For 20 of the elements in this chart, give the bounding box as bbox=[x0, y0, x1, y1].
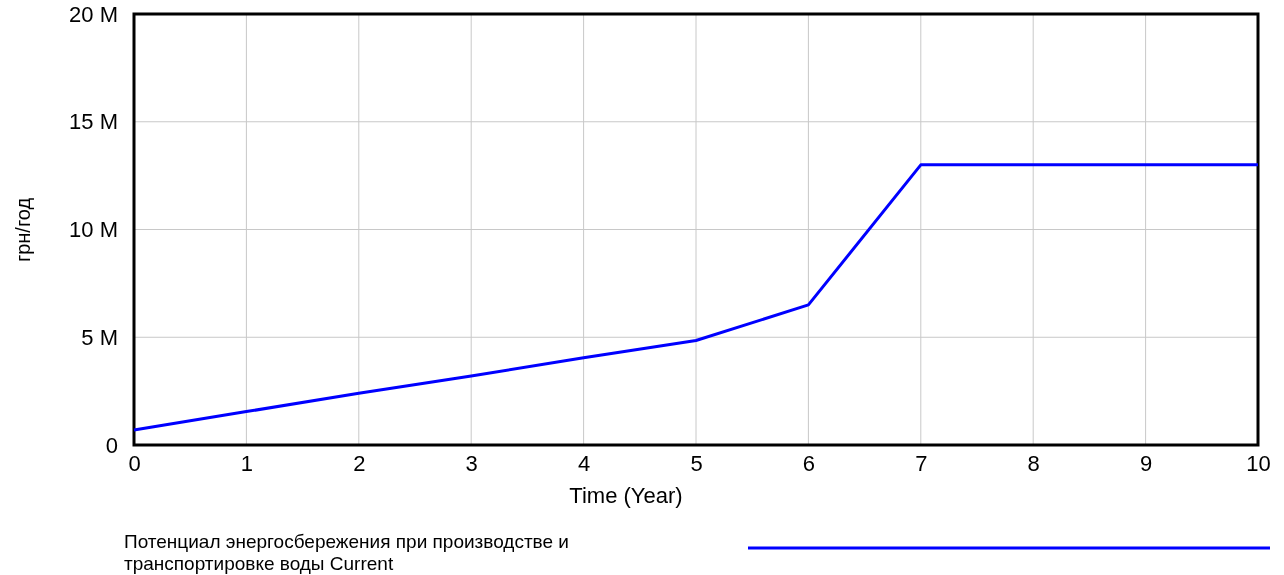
y-tick-label: 15 M bbox=[69, 109, 118, 135]
x-tick-label: 9 bbox=[1139, 450, 1153, 476]
x-tick-label: 0 bbox=[128, 450, 141, 476]
x-tick-label: 3 bbox=[465, 450, 478, 476]
x-tick-label: 6 bbox=[802, 450, 816, 476]
y-axis-title: грн/год bbox=[12, 197, 34, 263]
x-tick-label: 7 bbox=[915, 450, 928, 476]
y-tick-label: 20 M bbox=[69, 1, 118, 27]
y-tick-label: 5 M bbox=[81, 324, 118, 350]
line-series bbox=[132, 163, 1260, 432]
x-tick-label: 8 bbox=[1027, 450, 1040, 476]
x-tick-label: 1 bbox=[240, 450, 254, 476]
x-tick-label: 10 bbox=[1246, 450, 1271, 476]
x-tick-label: 5 bbox=[690, 450, 703, 476]
x-axis-title: Time (Year) bbox=[569, 483, 683, 508]
y-tick-label: 10 M bbox=[69, 217, 118, 243]
x-tick-label: 4 bbox=[577, 450, 591, 476]
x-tick-label: 2 bbox=[353, 450, 366, 476]
y-tick-label: 0 bbox=[105, 432, 118, 458]
text: Потенциал энергосбережения при производстве и транспортировке воды Current bbox=[124, 531, 569, 574]
